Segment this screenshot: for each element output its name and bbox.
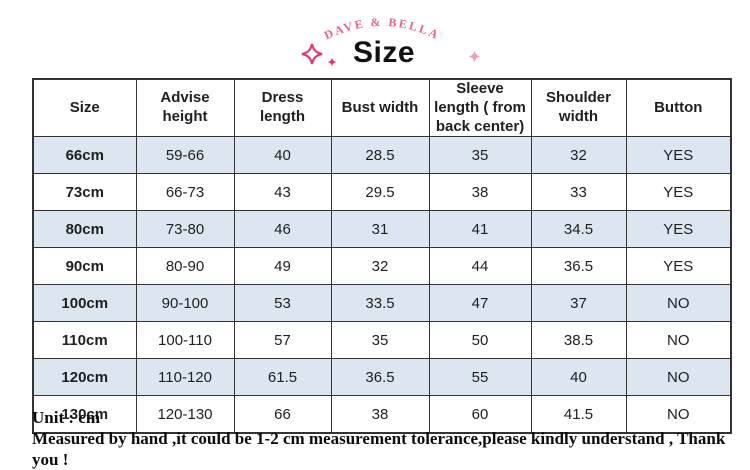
header-cell-shoulder-width: Shoulder width [530,78,627,138]
brand-logo: DAVE & BELLA [322,15,440,43]
table-cell: 66cm [32,136,137,175]
table-cell: 66-73 [135,173,235,212]
table-cell: 31 [330,210,430,249]
size-table: Size Advise height Dress length Bust wid… [32,78,732,435]
table-cell: 130cm [32,395,137,434]
tolerance-note: Measured by hand ,it could be 1-2 cm mea… [32,429,726,469]
table-cell: 100cm [32,284,137,323]
table-cell: NO [625,358,732,397]
table-cell: 50 [428,321,532,360]
table-cell: 60 [428,395,532,434]
header-cell-dress-length: Dress length [233,78,332,138]
table-row: 80cm 73-80 46 31 41 34.5 YES [32,210,732,249]
table-row: 130cm 120-130 66 38 60 41.5 NO [32,395,732,434]
table-cell: 120cm [32,358,137,397]
table-cell: 37 [530,284,627,323]
table-cell: 41.5 [530,395,627,434]
table-cell: NO [625,321,732,360]
table-cell: 110cm [32,321,137,360]
sparkle-icon [327,57,337,67]
table-cell: 40 [233,136,332,175]
table-cell: 34.5 [530,210,627,249]
header-cell-button: Button [625,78,732,138]
table-cell: 90-100 [135,284,235,323]
table-row: 66cm 59-66 40 28.5 35 32 YES [32,136,732,175]
table-cell: 80cm [32,210,137,249]
table-cell: 46 [233,210,332,249]
table-cell: YES [625,247,732,286]
table-cell: 55 [428,358,532,397]
table-row: 100cm 90-100 53 33.5 47 37 NO [32,284,732,323]
table-cell: 32 [330,247,430,286]
table-cell: 35 [428,136,532,175]
table-cell: 32 [530,136,627,175]
table-cell: 73cm [32,173,137,212]
footer-notes: Unit : cm Measured by hand ,it could be … [32,407,732,470]
header-cell-advise-height: Advise height [135,78,235,138]
table-cell: 66 [233,395,332,434]
table-cell: 120-130 [135,395,235,434]
header-cell-bust-width: Bust width [330,78,430,138]
table-cell: 100-110 [135,321,235,360]
table-cell: 59-66 [135,136,235,175]
table-cell: NO [625,395,732,434]
table-cell: 44 [428,247,532,286]
table-cell: 38.5 [530,321,627,360]
table-cell: 29.5 [330,173,430,212]
table-row: 90cm 80-90 49 32 44 36.5 YES [32,247,732,286]
table-cell: 53 [233,284,332,323]
sparkle-icon [468,50,481,63]
table-cell: 35 [330,321,430,360]
table-cell: 49 [233,247,332,286]
table-cell: 38 [428,173,532,212]
table-cell: 33.5 [330,284,430,323]
table-cell: 28.5 [330,136,430,175]
table-cell: YES [625,136,732,175]
header-cell-sleeve-length: Sleeve length ( from back center) [428,78,532,138]
table-cell: 41 [428,210,532,249]
table-cell: 33 [530,173,627,212]
table-row: 110cm 100-110 57 35 50 38.5 NO [32,321,732,360]
page-title: Size [352,36,416,69]
table-cell: 90cm [32,247,137,286]
table-cell: 110-120 [135,358,235,397]
table-cell: 40 [530,358,627,397]
unit-note: Unit : cm [32,408,100,427]
table-row: 120cm 110-120 61.5 36.5 55 40 NO [32,358,732,397]
table-cell: 47 [428,284,532,323]
header-cell-size: Size [32,78,137,138]
header: DAVE & BELLA Size [0,0,750,78]
sparkle-icon [301,43,323,65]
table-cell: 36.5 [530,247,627,286]
header-row: Size Advise height Dress length Bust wid… [32,78,732,138]
table-cell: YES [625,173,732,212]
table-cell: 43 [233,173,332,212]
table-cell: NO [625,284,732,323]
table-row: 73cm 66-73 43 29.5 38 33 YES [32,173,732,212]
table-cell: 61.5 [233,358,332,397]
table-cell: 38 [330,395,430,434]
table-cell: 36.5 [330,358,430,397]
table-cell: 57 [233,321,332,360]
table-cell: 80-90 [135,247,235,286]
table-cell: YES [625,210,732,249]
table-cell: 73-80 [135,210,235,249]
